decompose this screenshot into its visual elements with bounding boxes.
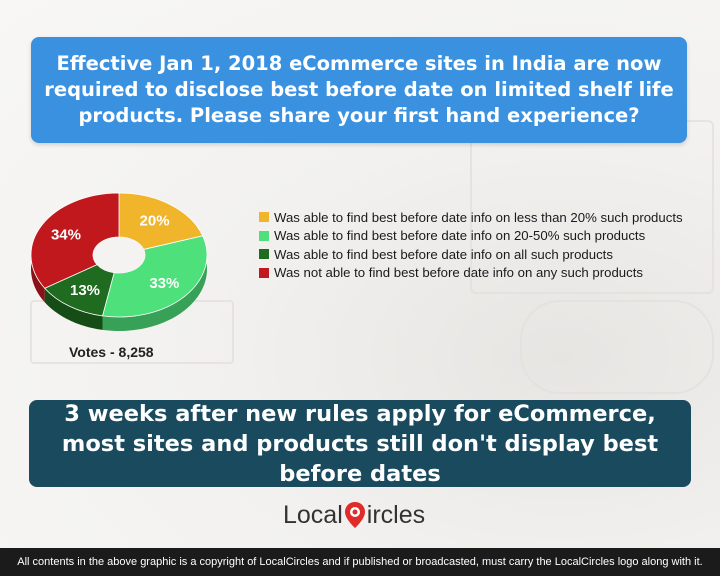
legend-item: Was able to find best before date info o…	[259, 227, 683, 246]
legend-item: Was not able to find best before date in…	[259, 264, 683, 283]
location-pin-icon	[344, 501, 366, 529]
legend-item: Was able to find best before date info o…	[259, 245, 683, 264]
chart-data-label: 33%	[149, 275, 179, 292]
copyright-footer: All contents in the above graphic is a c…	[0, 548, 720, 576]
chart-data-label: 20%	[140, 213, 170, 230]
legend-label: Was able to find best before date info o…	[274, 228, 646, 244]
question-text: Effective Jan 1, 2018 eCommerce sites in…	[44, 52, 674, 127]
legend-item: Was able to find best before date info o…	[259, 208, 683, 227]
chart-slices	[30, 192, 208, 318]
donut-chart: 20% 33% 13% 34%	[30, 192, 208, 331]
headline-text: 3 weeks after new rules apply for eComme…	[61, 400, 659, 487]
legend-label: Was not able to find best before date in…	[274, 265, 643, 281]
chart-data-label: 13%	[70, 282, 100, 299]
background-decoration	[520, 300, 714, 394]
logo-text-part1: Local	[283, 500, 343, 529]
logo-text-part2: ircles	[366, 500, 426, 529]
legend-swatch	[259, 267, 269, 278]
donut-hole	[93, 237, 145, 273]
chart-legend: Was able to find best before date info o…	[259, 208, 683, 282]
chart-data-label: 34%	[51, 227, 81, 244]
localcircles-logo: Local ircles	[283, 500, 425, 530]
legend-label: Was able to find best before date info o…	[274, 246, 613, 262]
legend-swatch	[259, 212, 269, 223]
legend-swatch	[259, 249, 269, 260]
legend-swatch	[259, 230, 269, 241]
headline-banner: 3 weeks after new rules apply for eComme…	[29, 400, 691, 487]
question-banner: Effective Jan 1, 2018 eCommerce sites in…	[31, 37, 687, 143]
chart-slice-side	[102, 235, 207, 331]
chart-data-labels: 20% 33% 13% 34%	[51, 213, 179, 300]
legend-label: Was able to find best before date info o…	[274, 209, 683, 225]
votes-count: Votes - 8,258	[69, 344, 154, 360]
chart-slice-side	[44, 288, 103, 330]
